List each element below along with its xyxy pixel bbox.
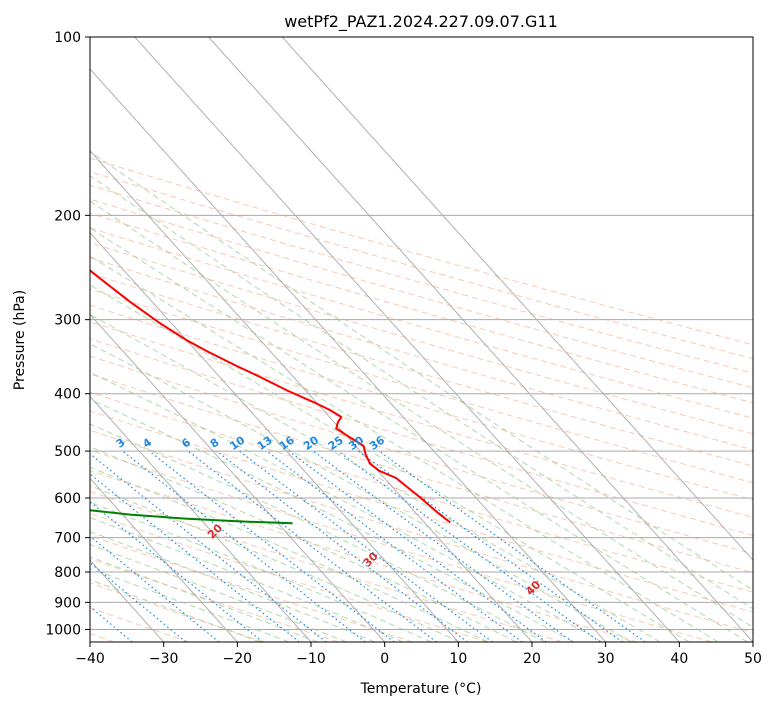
x-tick-label: 50: [744, 651, 762, 667]
dry-adiabat: [90, 321, 753, 519]
dry-adiabat: [90, 272, 753, 467]
mixing-ratio-line: [90, 605, 133, 642]
dry-adiabat: [90, 373, 753, 574]
y-tick-label: 100: [54, 30, 81, 46]
moist-adiabat: [90, 255, 719, 642]
plot-frame: [89, 36, 754, 643]
moist-adiabat: [90, 175, 753, 610]
x-tick-label: 40: [670, 651, 688, 667]
mixing-ratio-line: [266, 450, 523, 642]
y-tick-label: 300: [54, 313, 81, 329]
moist-adiabat: [90, 423, 546, 642]
dry-adiabat: [90, 304, 753, 501]
x-tick-label: −10: [296, 651, 326, 667]
x-tick-label: −20: [223, 651, 253, 667]
y-tick-label: 500: [54, 444, 81, 460]
sounding-lines: [90, 269, 451, 525]
mixing-ratio-line: [90, 535, 220, 642]
moist-adiabat: [90, 398, 574, 642]
y-tick-label: 400: [54, 387, 81, 403]
moist-adiabat: [90, 485, 460, 642]
isotherm: [90, 477, 238, 642]
y-tick-label: 200: [54, 208, 81, 224]
x-tick-label: 30: [597, 651, 615, 667]
moist-adiabat: [90, 343, 632, 642]
x-axis-title: Temperature (°C): [360, 681, 482, 697]
axes: −40 −30 −20 −10 0 10 20 30 40 50 100 200 300 400 500 60…: [45, 30, 762, 667]
x-tick-label: 0: [380, 651, 389, 667]
y-tick-label: 600: [54, 491, 81, 507]
mixing-ratio-line: [378, 450, 646, 642]
y-tick-label: 800: [54, 565, 81, 581]
moist-adiabat: [90, 531, 375, 642]
y-tick-label: 700: [54, 531, 81, 547]
dry-adiabat: [90, 288, 753, 484]
mixing-ratio-line: [90, 561, 187, 642]
moist-adiabat: [90, 313, 661, 642]
dry-adiabat: [90, 355, 753, 555]
dry-adiabat: [90, 157, 753, 346]
isotherm: [208, 37, 753, 642]
x-tick-label: −30: [149, 651, 179, 667]
dry-adiabat: [90, 257, 753, 451]
mixing-ratio-line: [90, 501, 264, 642]
y-tick-label: 900: [54, 595, 81, 611]
chart-title: wetPf2_PAZ1.2024.227.09.07.G11: [284, 12, 558, 32]
moist-adiabat: [90, 446, 517, 642]
x-tick-label: −40: [75, 651, 105, 667]
mixing-ratio-line: [122, 450, 366, 642]
isotherm: [90, 68, 607, 642]
y-tick-label: 1000: [45, 622, 81, 638]
moist-adiabat: [90, 501, 432, 642]
mixing-ratio-line: [288, 450, 547, 642]
dry-adiabat: [90, 429, 753, 634]
moist-adiabat: [90, 579, 261, 642]
temperature-profile: [90, 269, 451, 524]
mixing-ratio-line: [216, 450, 468, 642]
moist-adiabat: [90, 200, 753, 628]
dry-adiabat: [90, 449, 712, 642]
isotherm: [134, 37, 680, 642]
moist-adiabat: [90, 284, 690, 642]
moist-adiabat: [90, 371, 603, 642]
x-tick-label: 20: [523, 651, 541, 667]
moist-adiabat: [90, 568, 290, 642]
moist-adiabat: [90, 227, 748, 642]
isotherm: [281, 37, 753, 561]
isotherm: [90, 313, 386, 642]
dry-adiabat: [90, 535, 414, 642]
y-axis-title: Pressure (hPa): [12, 290, 28, 390]
x-tick-label: 10: [449, 651, 467, 667]
isotherm: [90, 150, 533, 642]
isotherm: [90, 395, 312, 642]
